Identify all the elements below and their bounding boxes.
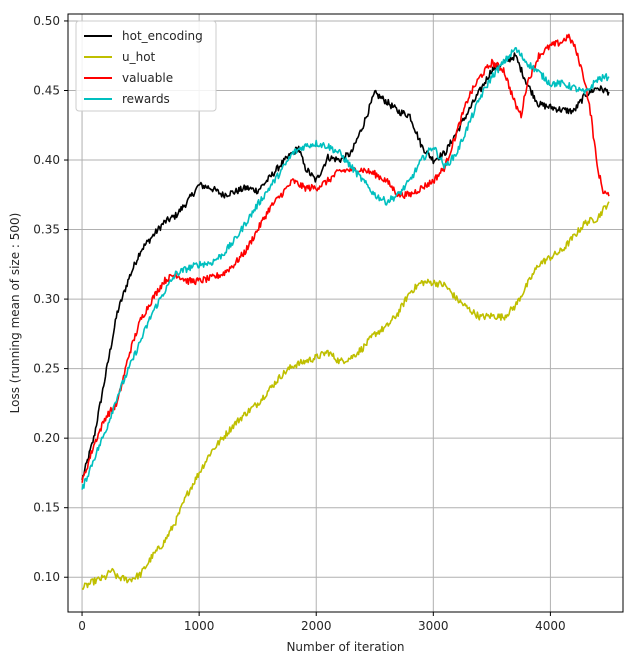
y-tick-label: 0.30 (33, 292, 60, 306)
y-tick-label: 0.25 (33, 362, 60, 376)
legend-box (75, 20, 217, 112)
y-axis-label: Loss (running mean of size : 500) (8, 213, 22, 414)
x-tick-label: 1000 (184, 619, 215, 633)
legend-label: rewards (122, 92, 170, 106)
y-tick-label: 0.15 (33, 501, 60, 515)
legend: hot_encoding u_hot valuable rewards (75, 20, 217, 112)
legend-label: hot_encoding (122, 29, 203, 43)
axis-ticks: 0 1000 2000 3000 4000 0.10 0.15 0.20 0.25 0.30 0.3… (33, 14, 565, 633)
y-tick-label: 0.20 (33, 431, 60, 445)
x-tick-label: 4000 (535, 619, 566, 633)
plot-frame (67, 13, 624, 613)
series-line-hot_encoding (81, 52, 610, 481)
grid-lines (68, 14, 623, 612)
plot-area (68, 14, 623, 612)
y-tick-label: 0.50 (33, 14, 60, 28)
y-tick-label: 0.40 (33, 153, 60, 167)
y-tick-label: 0.10 (33, 570, 60, 584)
series-line-rewards (81, 47, 610, 490)
y-tick-label: 0.45 (33, 83, 60, 97)
series-lines (81, 33, 610, 590)
legend-label: u_hot (122, 50, 156, 64)
y-tick-label: 0.35 (33, 223, 60, 237)
x-axis-label: Number of iteration (286, 640, 404, 654)
series-line-u_hot (81, 201, 610, 590)
x-tick-label: 3000 (418, 619, 449, 633)
x-tick-label: 0 (78, 619, 86, 633)
series-line-valuable (81, 33, 610, 483)
x-tick-label: 2000 (301, 619, 332, 633)
legend-label: valuable (122, 71, 173, 85)
